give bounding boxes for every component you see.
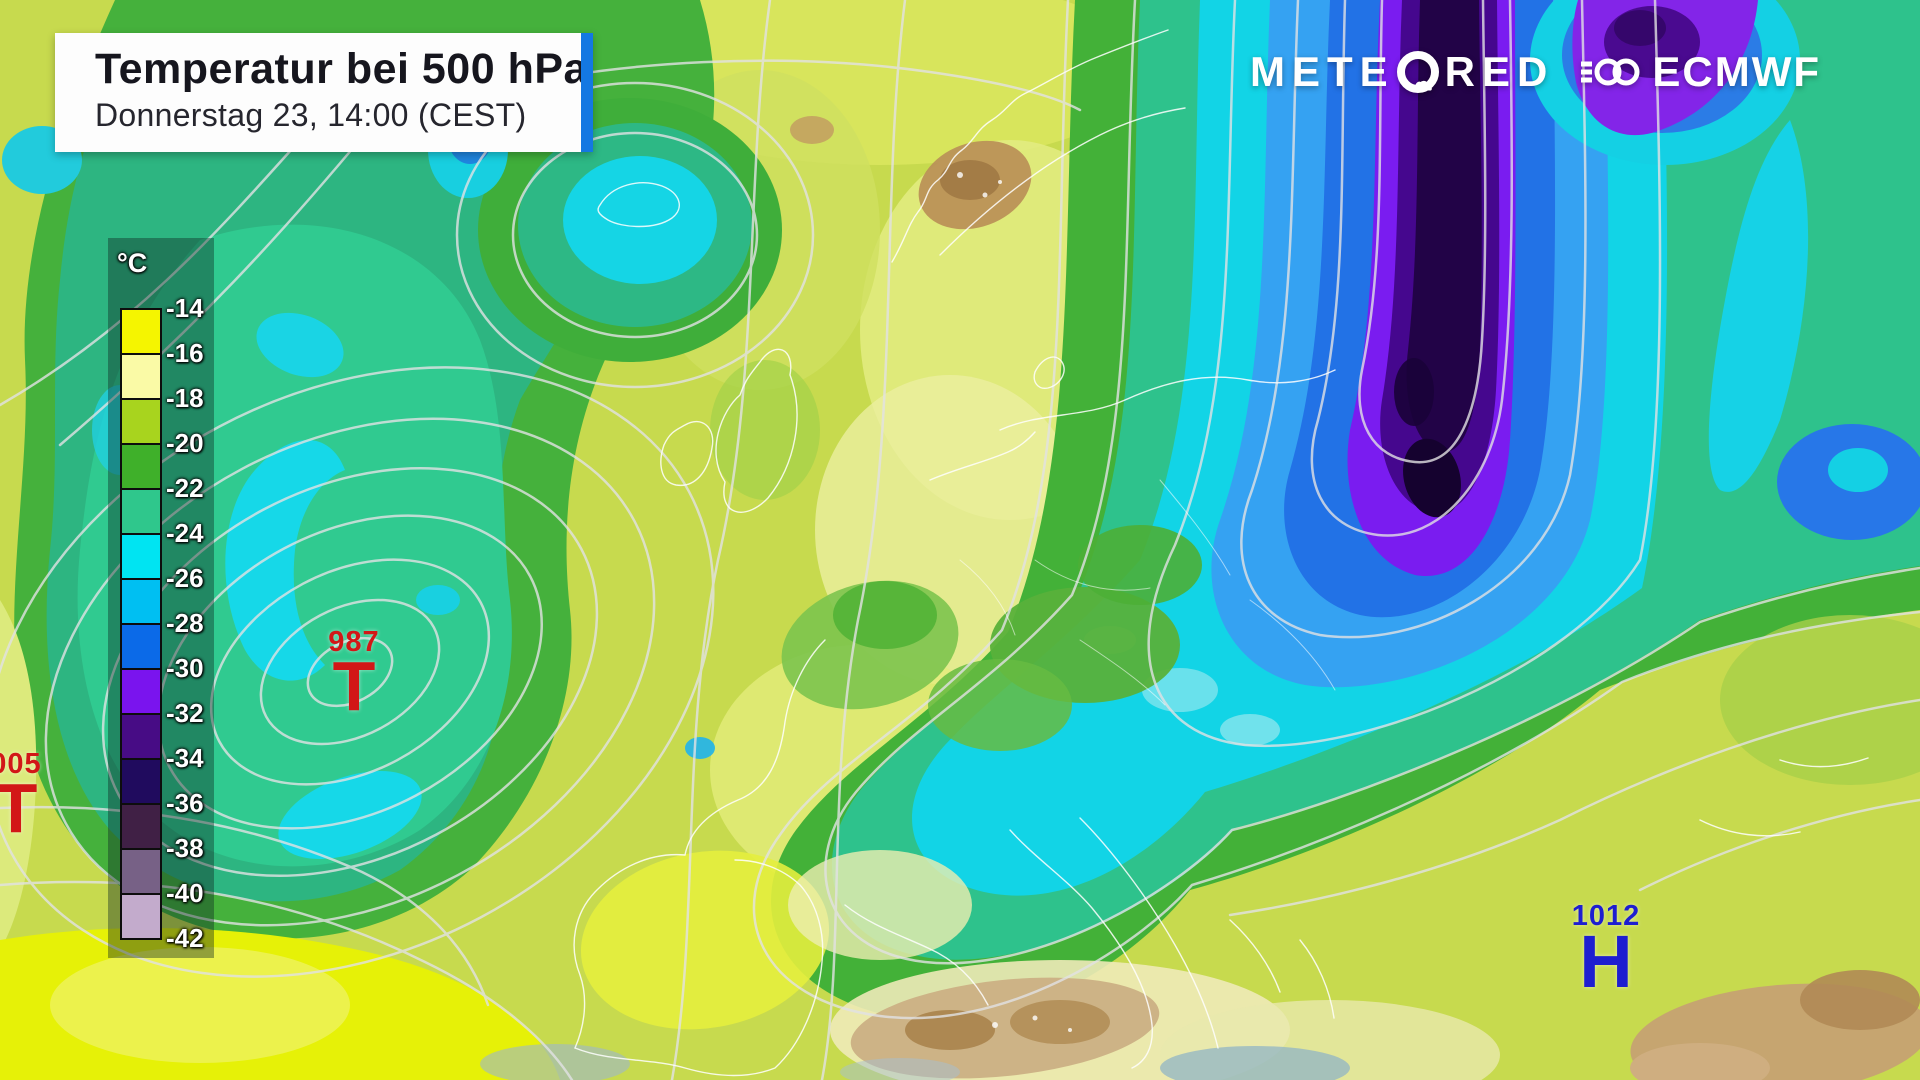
legend-swatch-column bbox=[120, 308, 162, 940]
legend-label: -28 bbox=[166, 608, 204, 638]
pressure-letter: T bbox=[332, 647, 376, 725]
legend-label: -14 bbox=[166, 293, 204, 323]
title-accent-bar bbox=[581, 33, 593, 152]
legend-swatch bbox=[122, 760, 160, 805]
ne-cold-trough bbox=[771, 0, 1920, 1022]
legend-label: -36 bbox=[166, 788, 204, 818]
pressure-value: 005 bbox=[0, 748, 42, 780]
legend-label: -20 bbox=[166, 428, 204, 458]
meteored-logo: METE ☁ RED bbox=[1250, 48, 1554, 96]
legend-swatch bbox=[122, 580, 160, 625]
page-title: Temperatur bei 500 hPa bbox=[95, 45, 588, 93]
pressure-letter: H bbox=[1579, 920, 1633, 1003]
legend-swatch bbox=[122, 895, 160, 938]
legend-label: -34 bbox=[166, 743, 204, 773]
page-subtitle: Donnerstag 23, 14:00 (CEST) bbox=[95, 97, 527, 134]
title-box: Temperatur bei 500 hPa Donnerstag 23, 14… bbox=[55, 33, 593, 152]
legend-swatch bbox=[122, 805, 160, 850]
legend-swatch bbox=[122, 490, 160, 535]
trough-black-spot bbox=[1403, 438, 1461, 518]
pressure-marker-low-1005: 005 T bbox=[0, 748, 50, 847]
legend-swatch bbox=[122, 670, 160, 715]
snow-specks bbox=[957, 172, 1072, 1032]
legend-label: -16 bbox=[166, 338, 204, 368]
legend-label-column: -14 -16 -18 -20 -22 -24 -26 -28 -30 -32 -34 -36 -38 -… bbox=[164, 293, 214, 953]
pressure-letter: T bbox=[0, 769, 38, 847]
ecmwf-logo-icon bbox=[1581, 58, 1640, 86]
legend-label: -22 bbox=[166, 473, 204, 503]
legend-swatch bbox=[122, 715, 160, 760]
legend-swatch bbox=[122, 355, 160, 400]
pressure-marker-low-987: 987 T bbox=[318, 626, 390, 725]
terrain-patches bbox=[480, 116, 1920, 1080]
trough-darkest-core bbox=[1406, 0, 1482, 453]
legend-label: -38 bbox=[166, 833, 204, 863]
central-detail-patches bbox=[685, 360, 1202, 759]
legend-label: -42 bbox=[166, 923, 204, 953]
meteored-text-post: RED bbox=[1444, 48, 1555, 95]
legend-label: -40 bbox=[166, 878, 204, 908]
pressure-marker-high-1012: 1012 H bbox=[1566, 900, 1646, 1003]
legend-swatch bbox=[122, 850, 160, 895]
legend-label: -32 bbox=[166, 698, 204, 728]
topright-violet-region bbox=[1530, 0, 1920, 540]
legend-label: -26 bbox=[166, 563, 204, 593]
legend-swatch bbox=[122, 310, 160, 355]
ecmwf-logo: ECMWF bbox=[1580, 48, 1821, 96]
legend-unit-label: °C bbox=[117, 248, 148, 278]
meteored-text-pre: METE bbox=[1250, 48, 1395, 95]
legend-label: -18 bbox=[166, 383, 204, 413]
ecmwf-text: ECMWF bbox=[1652, 48, 1821, 95]
legend-swatch bbox=[122, 400, 160, 445]
iceland-low-region bbox=[428, 98, 782, 362]
meteored-o-cloud-icon: ☁ bbox=[1396, 51, 1440, 96]
legend-swatch bbox=[122, 625, 160, 670]
cloud-icon: ☁ bbox=[1408, 69, 1440, 96]
coastlines bbox=[573, 29, 1869, 1077]
pressure-value: 1012 bbox=[1571, 900, 1641, 932]
branding: METE ☁ RED ECMWF bbox=[1250, 48, 1821, 96]
temperature-legend: °C -14 -16 -18 -20 -22 -24 -26 -28 -30 -32 -34 -36-… bbox=[108, 238, 214, 958]
pressure-value: 987 bbox=[328, 626, 380, 658]
legend-swatch bbox=[122, 445, 160, 490]
legend-swatch bbox=[122, 535, 160, 580]
legend-label: -24 bbox=[166, 518, 204, 548]
legend-label: -30 bbox=[166, 653, 204, 683]
